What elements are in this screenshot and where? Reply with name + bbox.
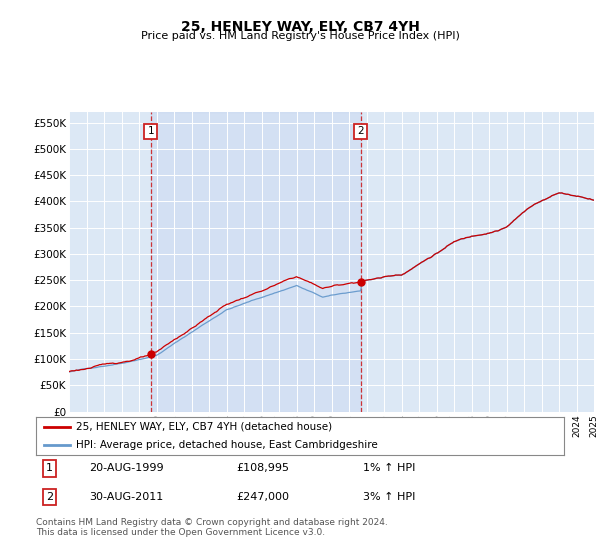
Text: 25, HENLEY WAY, ELY, CB7 4YH (detached house): 25, HENLEY WAY, ELY, CB7 4YH (detached h… xyxy=(76,422,332,432)
Text: HPI: Average price, detached house, East Cambridgeshire: HPI: Average price, detached house, East… xyxy=(76,440,377,450)
Text: 25, HENLEY WAY, ELY, CB7 4YH: 25, HENLEY WAY, ELY, CB7 4YH xyxy=(181,20,419,34)
Text: 1: 1 xyxy=(148,127,154,137)
Text: 1% ↑ HPI: 1% ↑ HPI xyxy=(364,464,416,474)
Text: £108,995: £108,995 xyxy=(236,464,290,474)
Text: 20-AUG-1999: 20-AUG-1999 xyxy=(89,464,163,474)
Text: 3% ↑ HPI: 3% ↑ HPI xyxy=(364,492,416,502)
Text: 2: 2 xyxy=(358,127,364,137)
Text: £247,000: £247,000 xyxy=(236,492,290,502)
Text: 2: 2 xyxy=(46,492,53,502)
Bar xyxy=(151,112,361,412)
Text: Contains HM Land Registry data © Crown copyright and database right 2024.
This d: Contains HM Land Registry data © Crown c… xyxy=(36,518,388,538)
Text: 30-AUG-2011: 30-AUG-2011 xyxy=(89,492,163,502)
Text: 1: 1 xyxy=(46,464,53,474)
Text: Price paid vs. HM Land Registry's House Price Index (HPI): Price paid vs. HM Land Registry's House … xyxy=(140,31,460,41)
